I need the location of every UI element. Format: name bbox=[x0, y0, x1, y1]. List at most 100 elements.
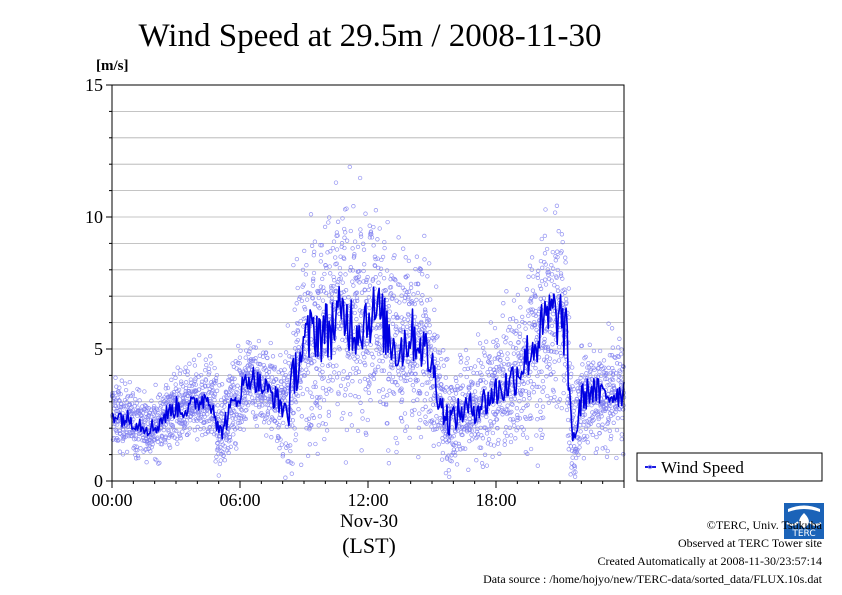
data-point bbox=[288, 443, 293, 448]
data-point bbox=[427, 373, 432, 378]
data-point bbox=[423, 420, 428, 425]
data-point bbox=[331, 239, 337, 244]
data-point bbox=[459, 400, 464, 405]
data-point bbox=[465, 366, 471, 371]
data-point bbox=[469, 432, 474, 438]
data-point bbox=[406, 294, 411, 300]
data-point bbox=[231, 385, 237, 390]
data-point bbox=[503, 340, 508, 345]
data-point bbox=[368, 229, 374, 234]
data-point bbox=[504, 289, 509, 294]
data-point bbox=[617, 336, 622, 341]
data-point bbox=[554, 275, 559, 280]
data-point bbox=[361, 268, 366, 274]
data-point bbox=[505, 356, 510, 361]
data-point bbox=[475, 434, 480, 439]
data-point bbox=[351, 204, 356, 209]
data-point bbox=[446, 453, 451, 458]
data-point bbox=[360, 416, 365, 421]
data-point bbox=[548, 395, 553, 401]
data-point bbox=[123, 381, 128, 386]
data-point bbox=[621, 452, 626, 457]
data-point bbox=[555, 284, 560, 290]
data-point bbox=[429, 376, 434, 381]
data-point bbox=[508, 410, 513, 416]
data-point bbox=[184, 398, 190, 404]
data-point bbox=[460, 446, 466, 451]
data-point bbox=[529, 267, 534, 272]
data-point bbox=[340, 376, 346, 382]
data-point bbox=[269, 435, 274, 440]
data-point bbox=[182, 421, 188, 426]
data-point bbox=[499, 406, 504, 411]
data-point bbox=[136, 437, 141, 442]
data-point bbox=[480, 464, 486, 469]
data-point bbox=[392, 277, 397, 282]
data-point bbox=[303, 272, 309, 277]
data-point bbox=[217, 383, 222, 388]
data-point bbox=[363, 211, 368, 216]
data-point bbox=[474, 458, 479, 463]
data-point bbox=[547, 362, 552, 367]
data-point bbox=[326, 409, 332, 415]
data-point bbox=[439, 457, 445, 462]
data-point bbox=[133, 397, 138, 402]
data-point bbox=[619, 347, 624, 352]
data-point bbox=[520, 379, 525, 384]
data-point bbox=[396, 365, 401, 370]
data-point bbox=[190, 405, 195, 410]
data-point bbox=[376, 389, 382, 394]
data-point bbox=[578, 419, 583, 424]
data-point bbox=[541, 296, 547, 301]
data-point bbox=[212, 392, 218, 397]
data-point bbox=[466, 467, 471, 472]
data-point bbox=[460, 383, 465, 388]
data-point bbox=[261, 412, 266, 418]
data-point bbox=[543, 262, 548, 267]
data-point bbox=[409, 408, 415, 414]
data-point bbox=[521, 381, 526, 386]
data-point bbox=[571, 413, 576, 418]
credit-site: Observed at TERC Tower site bbox=[677, 536, 822, 550]
data-point bbox=[583, 426, 589, 431]
data-point bbox=[155, 435, 160, 440]
data-point bbox=[511, 345, 516, 350]
data-point bbox=[239, 419, 244, 424]
data-point bbox=[220, 408, 226, 414]
data-point bbox=[178, 393, 183, 398]
data-point bbox=[557, 397, 563, 402]
data-point bbox=[471, 370, 476, 375]
data-point bbox=[121, 403, 127, 409]
data-point bbox=[556, 229, 561, 234]
data-point bbox=[554, 203, 560, 208]
data-point bbox=[369, 351, 374, 356]
data-point bbox=[340, 280, 345, 285]
data-point bbox=[544, 246, 550, 252]
data-point bbox=[610, 345, 615, 350]
data-point bbox=[538, 286, 544, 291]
data-point bbox=[509, 409, 514, 415]
data-point bbox=[420, 382, 425, 388]
data-point bbox=[515, 415, 520, 420]
data-point bbox=[470, 382, 475, 387]
data-point bbox=[179, 418, 184, 423]
data-point bbox=[564, 407, 570, 413]
data-point bbox=[149, 445, 154, 450]
data-point bbox=[614, 427, 620, 433]
data-point bbox=[463, 446, 468, 451]
data-point bbox=[423, 414, 428, 419]
data-point bbox=[208, 354, 213, 359]
data-point bbox=[437, 373, 442, 378]
legend-label: Wind Speed bbox=[661, 458, 744, 477]
data-point bbox=[551, 266, 556, 271]
data-point bbox=[543, 207, 548, 212]
data-point bbox=[542, 233, 548, 239]
data-point bbox=[342, 235, 347, 240]
data-point bbox=[402, 299, 407, 304]
data-point bbox=[487, 427, 492, 432]
data-point bbox=[216, 451, 221, 457]
data-point bbox=[290, 418, 295, 423]
data-point bbox=[517, 334, 522, 339]
data-point bbox=[197, 352, 202, 358]
